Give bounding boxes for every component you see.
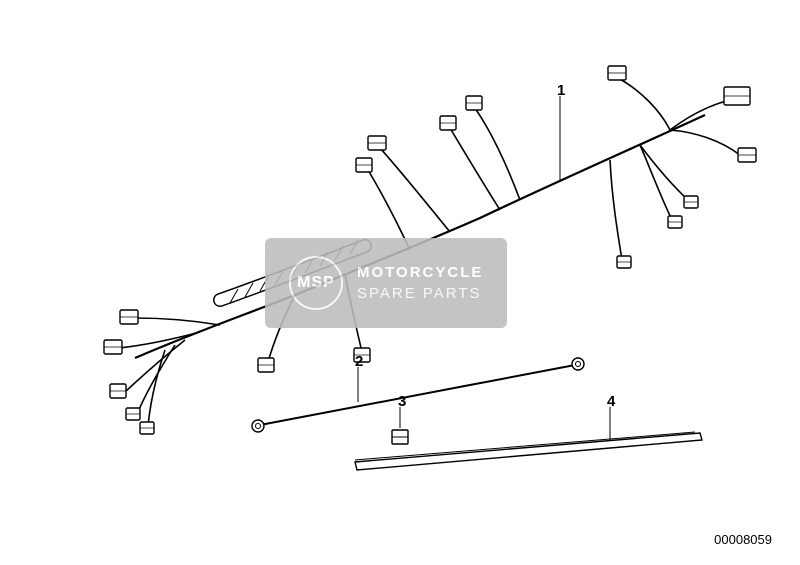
callout-number: 3 bbox=[398, 393, 406, 410]
harness-branch bbox=[135, 318, 220, 325]
watermark: MSP MOTORCYCLE SPARE PARTS bbox=[265, 238, 507, 328]
item-3-plug bbox=[392, 430, 408, 444]
callout-number: 4 bbox=[607, 393, 615, 410]
harness-branch bbox=[670, 100, 730, 130]
watermark-line2: SPARE PARTS bbox=[357, 283, 483, 304]
callout-number: 1 bbox=[557, 82, 565, 99]
callout-number: 2 bbox=[355, 353, 363, 370]
harness-branch bbox=[380, 148, 450, 232]
diagram-id: 00008059 bbox=[714, 532, 772, 547]
watermark-logo: MSP bbox=[289, 256, 343, 310]
item-2-ring-right-hole bbox=[576, 362, 581, 367]
item-2-ring-left-hole bbox=[256, 424, 261, 429]
harness-branch bbox=[450, 128, 500, 210]
harness-branch bbox=[148, 350, 165, 426]
harness-branch bbox=[610, 160, 622, 260]
watermark-line1: MOTORCYCLE bbox=[357, 262, 483, 283]
harness-branch bbox=[475, 108, 520, 200]
harness-branch bbox=[120, 332, 200, 348]
harness-branch bbox=[670, 130, 740, 155]
harness-branch bbox=[640, 145, 672, 220]
harness-branch bbox=[640, 145, 688, 200]
item-2-cable bbox=[260, 365, 575, 425]
harness-branch bbox=[618, 78, 670, 130]
watermark-text: MOTORCYCLE SPARE PARTS bbox=[357, 262, 483, 304]
